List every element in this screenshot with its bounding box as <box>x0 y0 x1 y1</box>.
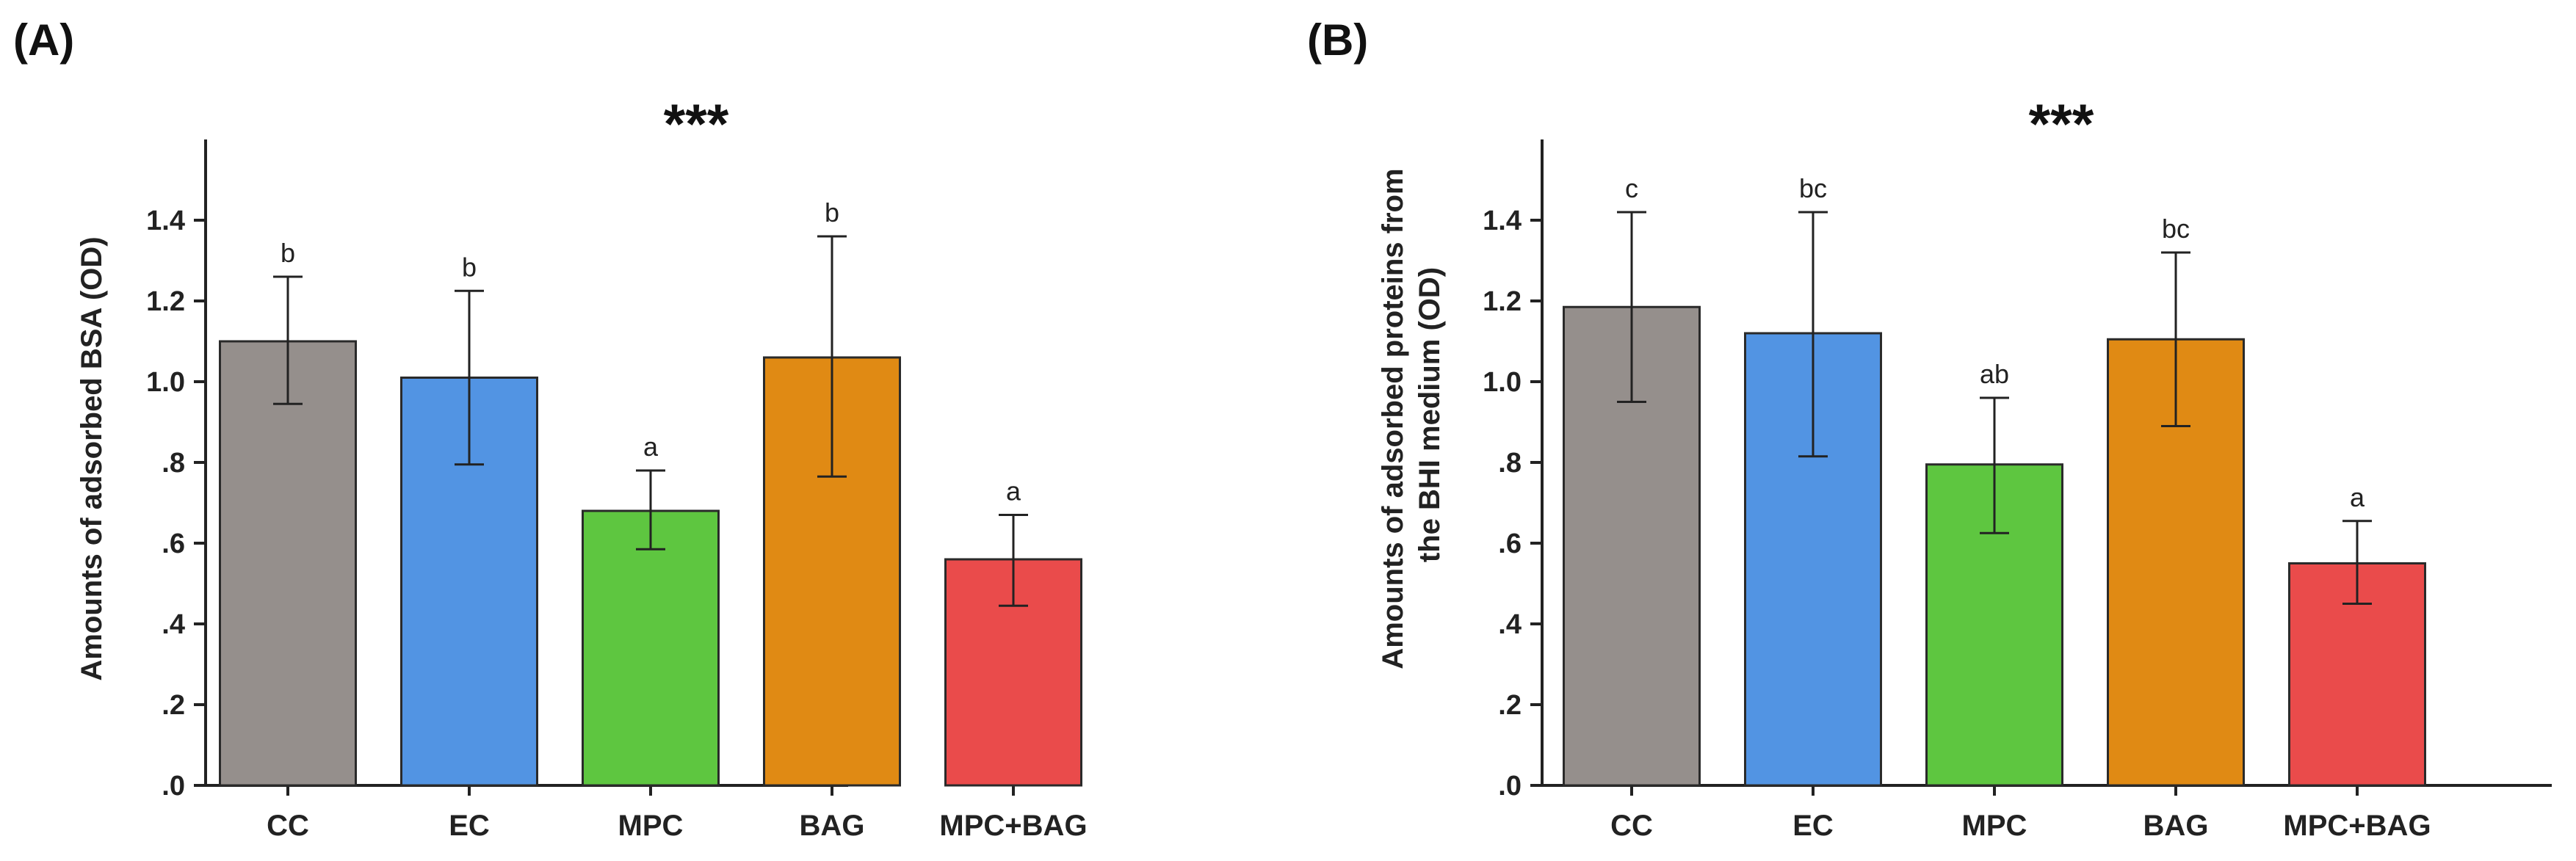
group-letter-b: bc <box>2162 214 2190 244</box>
y-tick-label-b: .2 <box>1498 690 1522 721</box>
axes-a: .0 .2 .4 .6 .8 1.0 1.2 1.4 CC EC MPC BAG MPC+BAG <box>146 139 1088 842</box>
group-letter-a: b <box>825 197 839 228</box>
group-letter-b: ab <box>1980 359 2009 389</box>
group-letter-a: b <box>462 252 477 282</box>
y-tick-label-b: 1.4 <box>1483 206 1522 236</box>
y-tick-label-a: 1.4 <box>146 206 185 236</box>
y-tick-label-b: 1.0 <box>1483 367 1522 398</box>
x-tick-label-b: MPC+BAG <box>2283 810 2431 842</box>
significance-stars-b: *** <box>2029 93 2094 156</box>
y-tick-label-a: 1.0 <box>146 367 185 398</box>
x-tick-label-b: EC <box>1792 810 1834 842</box>
x-tick-label-b: BAG <box>2143 810 2209 842</box>
bar-mpc-a <box>582 509 720 787</box>
y-tick-label-b: .6 <box>1498 528 1522 559</box>
y-tick-label-a: .4 <box>162 609 185 640</box>
x-tick-label-b: MPC <box>1962 810 2027 842</box>
group-letter-a: a <box>1006 476 1021 506</box>
y-tick-label-b: .8 <box>1498 448 1522 479</box>
bar-bag-b <box>2107 338 2245 787</box>
group-letter-b: a <box>2350 482 2365 512</box>
bars-a: b b a b a <box>219 197 1082 787</box>
panel-b: (B) *** Amounts of adsorbed proteins fro… <box>1307 15 2552 842</box>
group-letter-b: c <box>1625 173 1638 203</box>
y-axis-title-a-line-1: Amounts of adsorbed BSA (OD) <box>76 236 108 680</box>
y-tick-label-b: .4 <box>1498 609 1522 640</box>
y-tick-label-a: .8 <box>162 448 185 479</box>
panel-label-b: (B) <box>1307 15 1368 65</box>
bar-cc-a <box>219 340 357 787</box>
y-axis-title-b-line-1: Amounts of adsorbed proteins from <box>1377 168 1409 669</box>
group-letter-b: bc <box>1799 173 1827 203</box>
y-tick-label-a: .6 <box>162 528 185 559</box>
x-tick-label-a: EC <box>449 810 490 842</box>
panel-a: (A) *** Amounts of adsorbed BSA (OD) .0.… <box>13 15 1088 842</box>
bars-b: c bc ab bc a <box>1563 173 2426 787</box>
y-tick-label-a: .0 <box>162 771 185 802</box>
x-tick-label-b: CC <box>1610 810 1653 842</box>
panel-label-a: (A) <box>13 15 74 65</box>
x-tick-label-a: BAG <box>800 810 865 842</box>
y-tick-label-a: 1.2 <box>146 286 185 317</box>
y-axis-title-b: Amounts of adsorbed proteins from the BH… <box>1377 160 1446 669</box>
y-axis-title-a: Amounts of adsorbed BSA (OD) <box>76 236 108 680</box>
y-tick-label-b: 1.2 <box>1483 286 1522 317</box>
y-axis-title-b-line-2: the BHI medium (OD) <box>1414 267 1446 562</box>
group-letter-a: a <box>643 432 659 462</box>
x-tick-label-a: MPC+BAG <box>939 810 1087 842</box>
group-letter-a: b <box>281 238 295 268</box>
y-tick-label-a: .2 <box>162 690 185 721</box>
significance-stars-a: *** <box>664 93 729 156</box>
y-tick-label-b: .0 <box>1498 771 1522 802</box>
x-tick-label-a: CC <box>267 810 309 842</box>
x-tick-label-a: MPC <box>618 810 684 842</box>
